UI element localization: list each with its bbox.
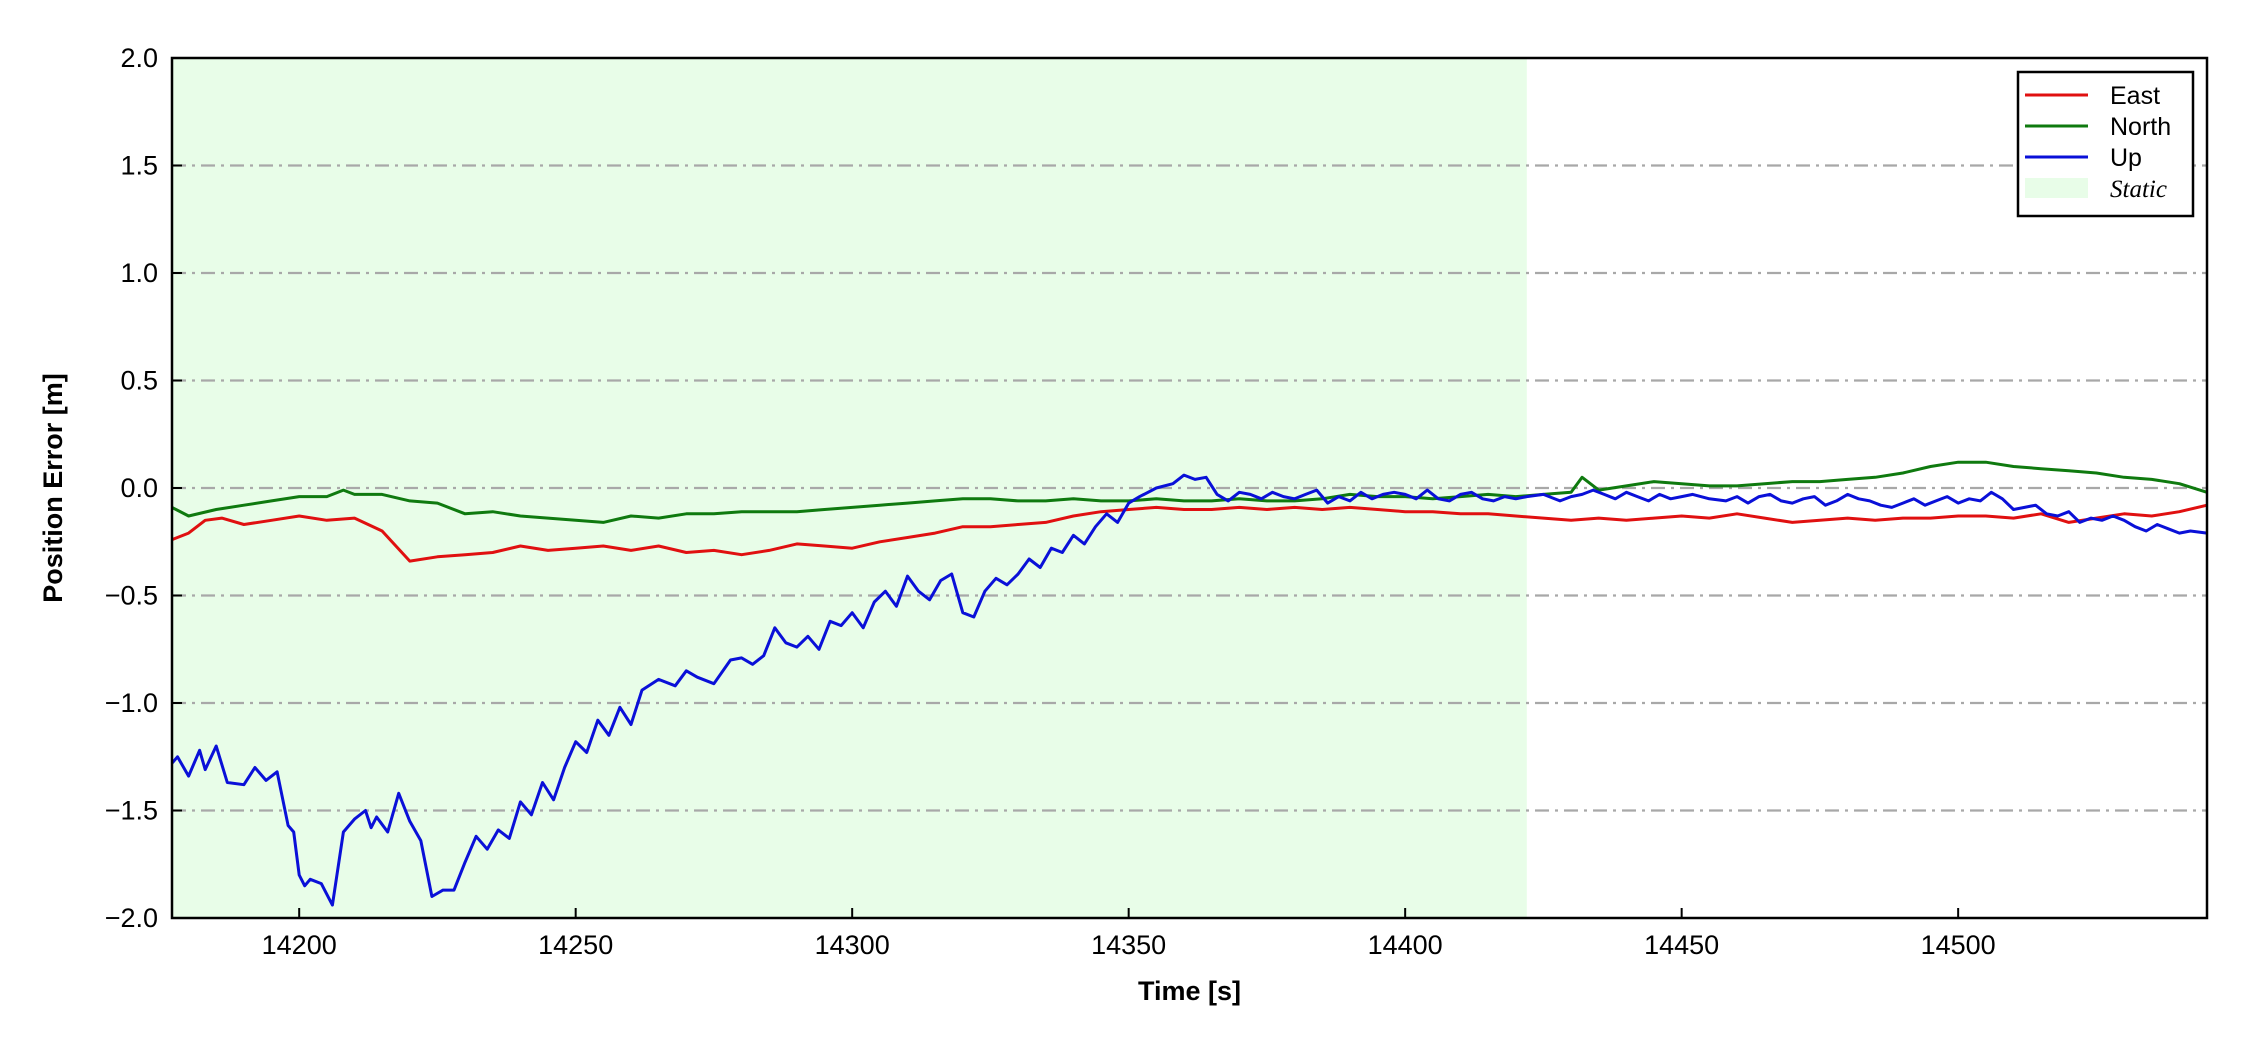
x-axis-ticks: 14200 14250 14300 14350 14400 14450 14500 — [262, 908, 1996, 960]
legend-east-label: East — [2110, 82, 2160, 110]
y-tick-label: −1.0 — [105, 688, 158, 718]
x-axis-title: Time [s] — [1138, 976, 1241, 1006]
legend-north-label: North — [2110, 113, 2171, 141]
series-line-up — [170, 473, 2208, 907]
x-tick-label: 14250 — [538, 930, 613, 960]
series-layer — [170, 460, 2208, 907]
x-tick-label: 14200 — [262, 930, 337, 960]
y-tick-label: 0.5 — [120, 366, 158, 396]
y-tick-label: 2.0 — [120, 43, 158, 73]
x-tick-label: 14350 — [1091, 930, 1166, 960]
y-axis-title: Position Error [m] — [38, 373, 68, 603]
legend-static-swatch — [2025, 178, 2088, 198]
series-line-east — [171, 503, 2208, 563]
y-tick-label: 1.0 — [120, 258, 158, 288]
y-tick-label: −0.5 — [105, 581, 158, 611]
y-tick-label: −1.5 — [105, 796, 158, 826]
legend-static-label: Static — [2110, 176, 2167, 203]
y-tick-label: 0.0 — [120, 473, 158, 503]
legend: East North Up Static — [2016, 70, 2195, 218]
x-tick-label: 14500 — [1921, 930, 1996, 960]
x-tick-label: 14300 — [815, 930, 890, 960]
x-tick-label: 14400 — [1368, 930, 1443, 960]
y-tick-label: −2.0 — [105, 903, 158, 933]
grid-lines — [172, 164, 2207, 812]
y-axis-ticks: 2.0 1.5 1.0 0.5 0.0 −0.5 −1.0 −1.5 −2.0 — [105, 43, 182, 933]
legend-up-label: Up — [2110, 144, 2142, 172]
series-line-north — [171, 460, 2208, 524]
y-tick-label: 1.5 — [120, 151, 158, 181]
x-tick-label: 14450 — [1644, 930, 1719, 960]
